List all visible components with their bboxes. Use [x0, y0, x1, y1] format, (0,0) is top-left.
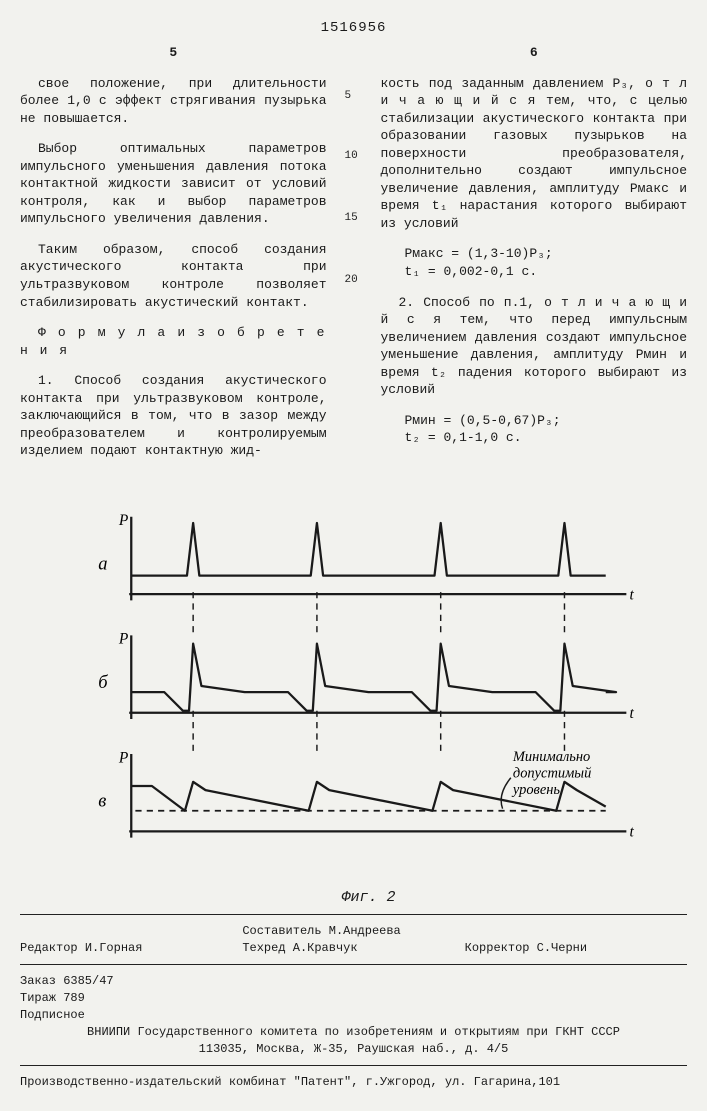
- left-column: 5 свое положение, при длительности более…: [20, 44, 327, 473]
- svg-text:в: в: [98, 791, 106, 812]
- paragraph: свое положение, при длительности более 1…: [20, 75, 327, 128]
- techred-name: А.Кравчук: [293, 941, 358, 955]
- line-no: 15: [345, 212, 363, 224]
- editor-name: И.Горная: [85, 941, 143, 955]
- paragraph: Таким образом, способ создания акустичес…: [20, 241, 327, 311]
- separator-line: [20, 964, 687, 965]
- subscription: Подписное: [20, 1007, 687, 1024]
- col-number-left: 5: [20, 44, 327, 62]
- separator-line: [20, 1065, 687, 1066]
- claim-1: 1. Способ создания акустического контакт…: [20, 372, 327, 460]
- compiler-label: Составитель: [242, 924, 321, 938]
- publisher-line: Производственно-издательский комбинат "П…: [20, 1074, 687, 1091]
- svg-text:P: P: [118, 631, 129, 648]
- svg-text:допустимый: допустимый: [513, 766, 592, 782]
- addr-line: 113035, Москва, Ж-35, Раушская наб., д. …: [20, 1041, 687, 1058]
- tirage: Тираж 789: [20, 990, 687, 1007]
- paragraph: кость под заданным давлением P₃, о т л и…: [381, 75, 688, 233]
- figure-svg: Pа t Pб t Pв t Минимальнодопустимыйуровень: [90, 491, 647, 883]
- footer-block: Заказ 6385/47 Тираж 789 Подписное ВНИИПИ…: [20, 973, 687, 1091]
- corrector-name: С.Черни: [537, 941, 587, 955]
- order-no: Заказ 6385/47: [20, 973, 687, 990]
- svg-text:P: P: [118, 749, 129, 766]
- line-number-gutter: 5 10 15 20: [345, 44, 363, 473]
- org-line: ВНИИПИ Государственного комитета по изоб…: [20, 1024, 687, 1041]
- svg-text:t: t: [629, 705, 634, 722]
- svg-text:t: t: [629, 823, 634, 840]
- editor-label: Редактор: [20, 941, 78, 955]
- svg-text:уровень: уровень: [511, 782, 560, 798]
- svg-text:б: б: [98, 672, 108, 693]
- figure-2: Pа t Pб t Pв t Минимальнодопустимыйуровень Фиг…: [90, 491, 647, 906]
- patent-number: 1516956: [20, 20, 687, 36]
- line-no: 10: [345, 150, 363, 162]
- line-no: 5: [345, 90, 363, 102]
- techred-label: Техред: [242, 941, 285, 955]
- line-no: 20: [345, 274, 363, 286]
- text-columns: 5 свое положение, при длительности более…: [20, 44, 687, 473]
- equation: Pмин = (0,5-0,67)P₃;: [405, 412, 688, 430]
- svg-text:Минимально: Минимально: [512, 749, 590, 765]
- paragraph: Выбор оптимальных параметров импульсного…: [20, 140, 327, 228]
- right-column: 6 кость под заданным давлением P₃, о т л…: [381, 44, 688, 473]
- credits-block: Составитель М.Андреева Редактор И.Горная…: [20, 923, 687, 957]
- separator-line: [20, 914, 687, 915]
- col-number-right: 6: [381, 44, 688, 62]
- figure-caption: Фиг. 2: [90, 889, 647, 906]
- equation: t₁ = 0,002-0,1 с.: [405, 263, 688, 281]
- svg-text:P: P: [118, 512, 129, 529]
- claim-2: 2. Способ по п.1, о т л и ч а ю щ и й с …: [381, 294, 688, 399]
- svg-text:а: а: [98, 553, 107, 574]
- corrector-label: Корректор: [465, 941, 530, 955]
- equation: t₂ = 0,1-1,0 с.: [405, 429, 688, 447]
- svg-text:t: t: [629, 586, 634, 603]
- formula-heading: Ф о р м у л а и з о б р е т е н и я: [20, 324, 327, 359]
- compiler-name: М.Андреева: [329, 924, 401, 938]
- equation: Pмакс = (1,3-10)P₃;: [405, 245, 688, 263]
